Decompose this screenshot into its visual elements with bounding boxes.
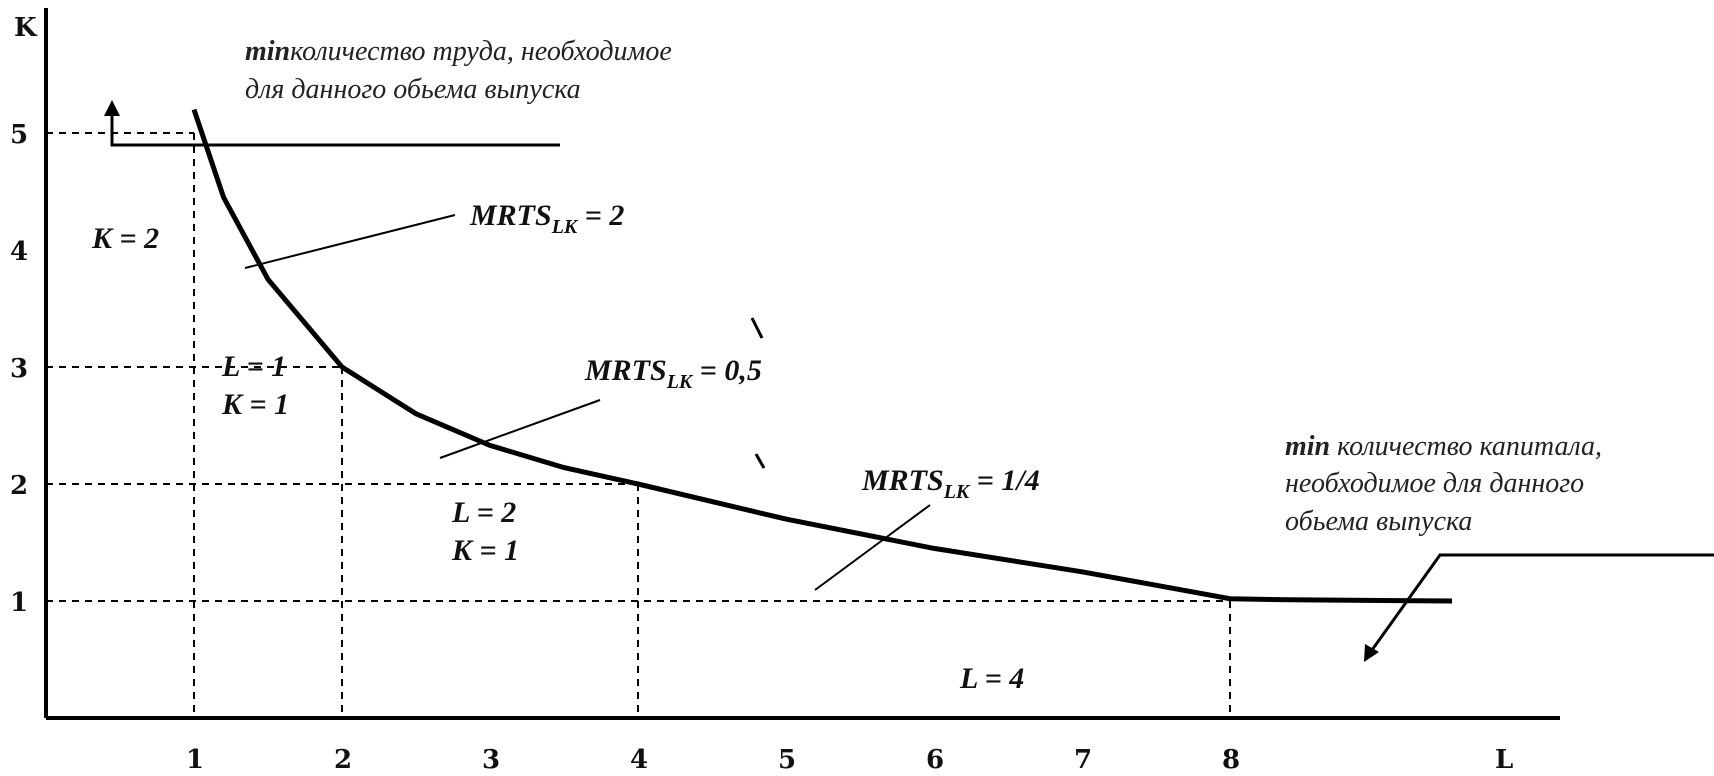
y-tick-4: 4 xyxy=(10,237,28,267)
label-k-1-a: K = 1 xyxy=(221,388,289,421)
label-l-4: L = 4 xyxy=(959,662,1024,695)
mrts-label-1: MRTSLK = 2 xyxy=(469,199,624,238)
right-note-min: min xyxy=(1285,431,1330,462)
y-axis-label: K xyxy=(14,13,38,43)
mrts-tangent-2 xyxy=(439,399,601,459)
right-note-line1: количество капитала, xyxy=(1330,431,1602,462)
x-tick-5: 5 xyxy=(778,745,796,775)
label-l-2: L = 2 xyxy=(451,496,516,529)
y-tick-2: 2 xyxy=(10,471,28,501)
isoquant-curve xyxy=(191,108,1453,604)
mrts-label-3: MRTSLK = 1/4 xyxy=(861,464,1040,503)
x-tick-7: 7 xyxy=(1074,745,1092,775)
mrts-label-2: MRTSLK = 0,5 xyxy=(584,354,762,393)
x-tick-labels: 1 2 3 4 5 6 7 8 xyxy=(186,745,1240,775)
top-note-pointer xyxy=(110,108,560,147)
mrts-2-rest: = 0,5 xyxy=(692,354,762,387)
mrts-tangent-3 xyxy=(814,504,931,591)
x-tick-4: 4 xyxy=(630,745,648,775)
mrts-1-rest: = 2 xyxy=(577,199,624,232)
right-note-arrowhead xyxy=(1364,644,1379,662)
label-k-2: K = 2 xyxy=(91,222,159,255)
dashed-guides xyxy=(46,132,1231,718)
x-axis-label: L xyxy=(1495,745,1513,775)
mrts-2-main: MRTS xyxy=(584,354,667,387)
y-tick-5: 5 xyxy=(10,120,28,150)
label-k-1-b: K = 1 xyxy=(451,534,519,567)
top-note-line2: для данного обьема выпуска xyxy=(245,74,581,105)
scan-mark-2 xyxy=(754,453,766,469)
right-note-pointer xyxy=(1370,553,1714,651)
top-note-line1: количество труда, необходимое xyxy=(290,36,672,67)
mrts-1-main: MRTS xyxy=(469,199,552,232)
y-tick-3: 3 xyxy=(10,354,28,384)
right-note: min количество капитала, xyxy=(1285,431,1602,462)
x-tick-2: 2 xyxy=(334,745,352,775)
mrts-1-sub: LK xyxy=(551,216,579,238)
mrts-3-main: MRTS xyxy=(861,464,944,497)
y-tick-1: 1 xyxy=(10,588,28,618)
mrts-tangent-1 xyxy=(244,214,456,269)
top-note-min: min xyxy=(245,36,290,67)
scan-mark-1 xyxy=(750,317,764,339)
y-tick-labels: 1 2 3 4 5 xyxy=(10,120,28,618)
mrts-3-rest: = 1/4 xyxy=(969,464,1039,497)
x-tick-1: 1 xyxy=(186,745,204,775)
mrts-3-sub: LK xyxy=(943,481,971,503)
right-note-line2: необходимое для данного xyxy=(1285,468,1584,499)
mrts-2-sub: LK xyxy=(666,371,694,393)
x-tick-6: 6 xyxy=(926,745,944,775)
x-tick-3: 3 xyxy=(482,745,500,775)
label-l-1: L = 1 xyxy=(221,350,286,383)
right-note-line3: обьема выпуска xyxy=(1285,506,1472,537)
top-note-arrowhead xyxy=(104,100,120,116)
top-note: minколичество труда, необходимое xyxy=(245,36,672,67)
x-tick-8: 8 xyxy=(1222,745,1240,775)
